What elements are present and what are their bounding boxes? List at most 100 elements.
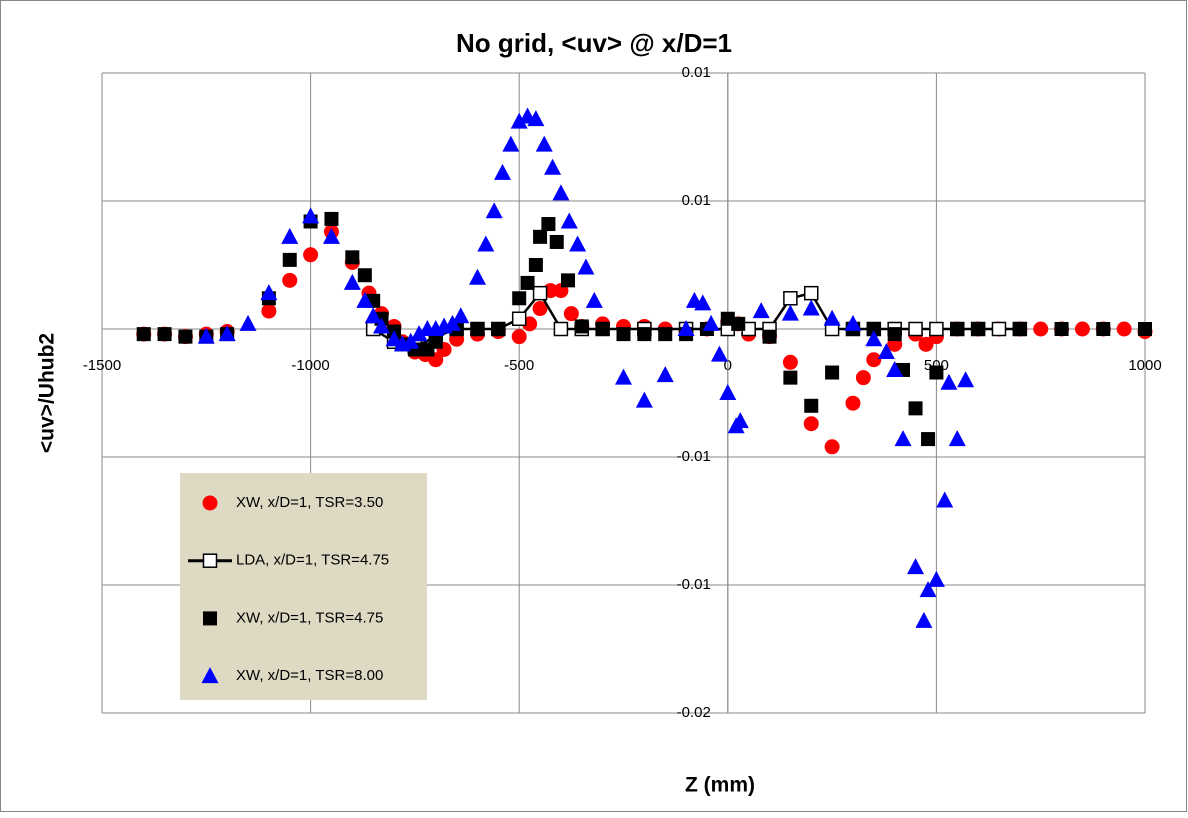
point	[1074, 321, 1090, 337]
point	[915, 611, 933, 628]
point	[877, 343, 895, 360]
point	[802, 299, 820, 316]
point	[491, 322, 506, 336]
point	[239, 314, 257, 331]
point	[468, 268, 486, 285]
point	[783, 291, 798, 306]
point	[637, 327, 652, 342]
point	[719, 384, 737, 400]
point	[918, 336, 934, 352]
legend-marker	[202, 553, 218, 568]
point	[866, 352, 882, 368]
point	[866, 322, 881, 336]
point	[894, 430, 912, 447]
point	[549, 234, 564, 249]
point	[731, 412, 749, 429]
point	[929, 365, 944, 380]
y-tick-label: -0.02	[677, 704, 711, 721]
point	[1096, 322, 1111, 336]
point	[929, 321, 944, 337]
series	[197, 107, 975, 628]
point	[635, 391, 653, 408]
point	[1054, 322, 1069, 336]
y-tick-label: -0.01	[677, 448, 711, 465]
point	[957, 371, 975, 388]
point	[762, 329, 777, 344]
point	[702, 314, 720, 331]
point	[824, 439, 840, 455]
point	[908, 321, 923, 337]
point	[577, 258, 595, 275]
point	[950, 322, 965, 336]
point	[303, 247, 319, 263]
point	[470, 322, 485, 336]
point	[136, 327, 151, 342]
point	[919, 581, 937, 598]
point	[428, 334, 443, 349]
point	[595, 322, 610, 336]
point	[197, 327, 215, 344]
point	[971, 322, 986, 336]
y-tick-label: -0.01	[677, 576, 711, 593]
point	[615, 368, 632, 385]
legend-marker	[202, 495, 218, 511]
point	[887, 327, 902, 342]
y-tick-label: 0.01	[682, 192, 711, 209]
point	[1012, 322, 1027, 336]
point	[921, 432, 936, 447]
point	[560, 212, 578, 229]
point	[157, 327, 172, 342]
point	[527, 110, 545, 127]
legend-label: XW, x/D=1, TSR=8.00	[236, 667, 383, 684]
point	[552, 184, 570, 201]
point	[561, 273, 576, 288]
point	[825, 365, 840, 380]
point	[855, 370, 871, 386]
point	[803, 285, 819, 301]
point	[563, 306, 579, 322]
point	[886, 360, 904, 377]
legend-label: XW, x/D=1, TSR=4.75	[236, 609, 383, 626]
point	[520, 275, 535, 290]
point	[535, 135, 553, 152]
point	[477, 235, 495, 252]
point	[991, 321, 1007, 337]
point	[512, 291, 527, 306]
legend-box	[180, 473, 427, 700]
point	[357, 268, 372, 283]
point	[281, 227, 299, 244]
x-tick-label: -500	[504, 357, 534, 374]
point	[385, 330, 403, 347]
legend-label: XW, x/D=1, TSR=3.50	[236, 494, 383, 511]
point	[731, 316, 746, 331]
legend: XW, x/D=1, TSR=3.50 LDA, x/D=1, TSR=4.75 X…	[180, 473, 427, 700]
point	[260, 284, 278, 301]
point	[541, 217, 556, 232]
point	[569, 235, 587, 252]
x-axis-title: Z (mm)	[685, 774, 755, 797]
point	[694, 294, 712, 311]
point	[658, 327, 673, 342]
point	[927, 570, 945, 587]
point	[302, 207, 320, 224]
point	[356, 291, 374, 308]
point	[908, 401, 923, 416]
point	[1138, 322, 1152, 336]
point	[282, 272, 298, 288]
point	[1033, 321, 1049, 337]
point	[804, 398, 819, 413]
point	[364, 307, 382, 324]
point	[616, 327, 631, 342]
point	[752, 302, 770, 319]
chart-title: No grid, <uv> @ x/D=1	[456, 28, 732, 58]
point	[532, 285, 548, 301]
point	[322, 227, 340, 244]
point	[528, 258, 543, 272]
point	[574, 319, 589, 334]
point	[261, 303, 277, 319]
point	[845, 395, 861, 411]
point	[324, 211, 339, 226]
point	[782, 354, 798, 370]
